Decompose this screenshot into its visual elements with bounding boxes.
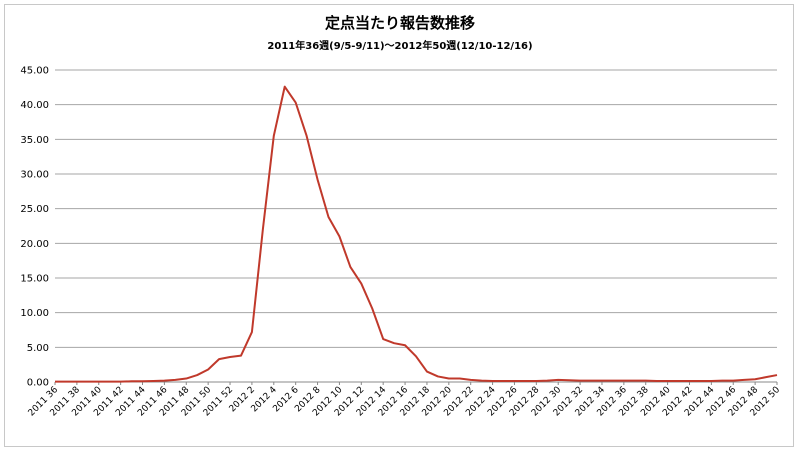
y-tick-label: 25.00	[20, 204, 49, 215]
y-tick-label: 15.00	[20, 274, 49, 285]
y-tick-label: 5.00	[27, 343, 49, 354]
chart-frame	[4, 4, 794, 447]
y-tick-label: 20.00	[20, 239, 49, 250]
grid-lines	[55, 69, 777, 383]
y-tick-label: 0.00	[27, 378, 49, 389]
y-axis: 0.00 5.00 10.00 15.00 20.00 25.00 30.00 35.00 40…	[20, 66, 49, 389]
y-tick-label: 45.00	[20, 66, 49, 77]
chart-title: 定点当たり報告数推移	[324, 14, 475, 32]
series-layer	[55, 85, 778, 383]
chart-subtitle: 2011年36週(9/5-9/11)～2012年50週(12/10-12/16)	[267, 41, 533, 52]
series-line	[55, 85, 778, 383]
y-tick-label: 30.00	[20, 170, 49, 181]
y-tick-label: 40.00	[20, 100, 49, 111]
y-tick-label: 35.00	[20, 135, 49, 146]
y-tick-label: 10.00	[20, 308, 49, 319]
